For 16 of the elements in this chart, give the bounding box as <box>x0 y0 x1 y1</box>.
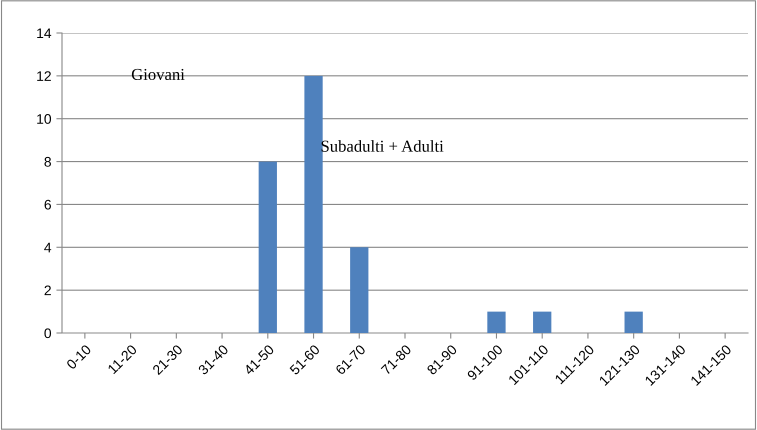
y-tick-label: 0 <box>44 328 52 338</box>
y-tick-label: 2 <box>44 285 51 296</box>
bar <box>533 312 552 333</box>
bar <box>258 162 277 333</box>
y-tick-label: 4 <box>44 242 52 252</box>
annotation: Giovani <box>132 68 185 80</box>
x-tick-label: 0-10 <box>66 344 92 370</box>
bar <box>350 247 368 333</box>
y-tick-label: 6 <box>44 200 51 210</box>
bar <box>624 312 643 333</box>
bar <box>304 76 323 333</box>
y-tick-label: 10 <box>37 114 52 124</box>
y-tick-label: 12 <box>37 71 51 81</box>
bar <box>487 312 506 333</box>
y-tick-label: 8 <box>44 156 51 167</box>
y-tick-label: 14 <box>37 28 52 38</box>
